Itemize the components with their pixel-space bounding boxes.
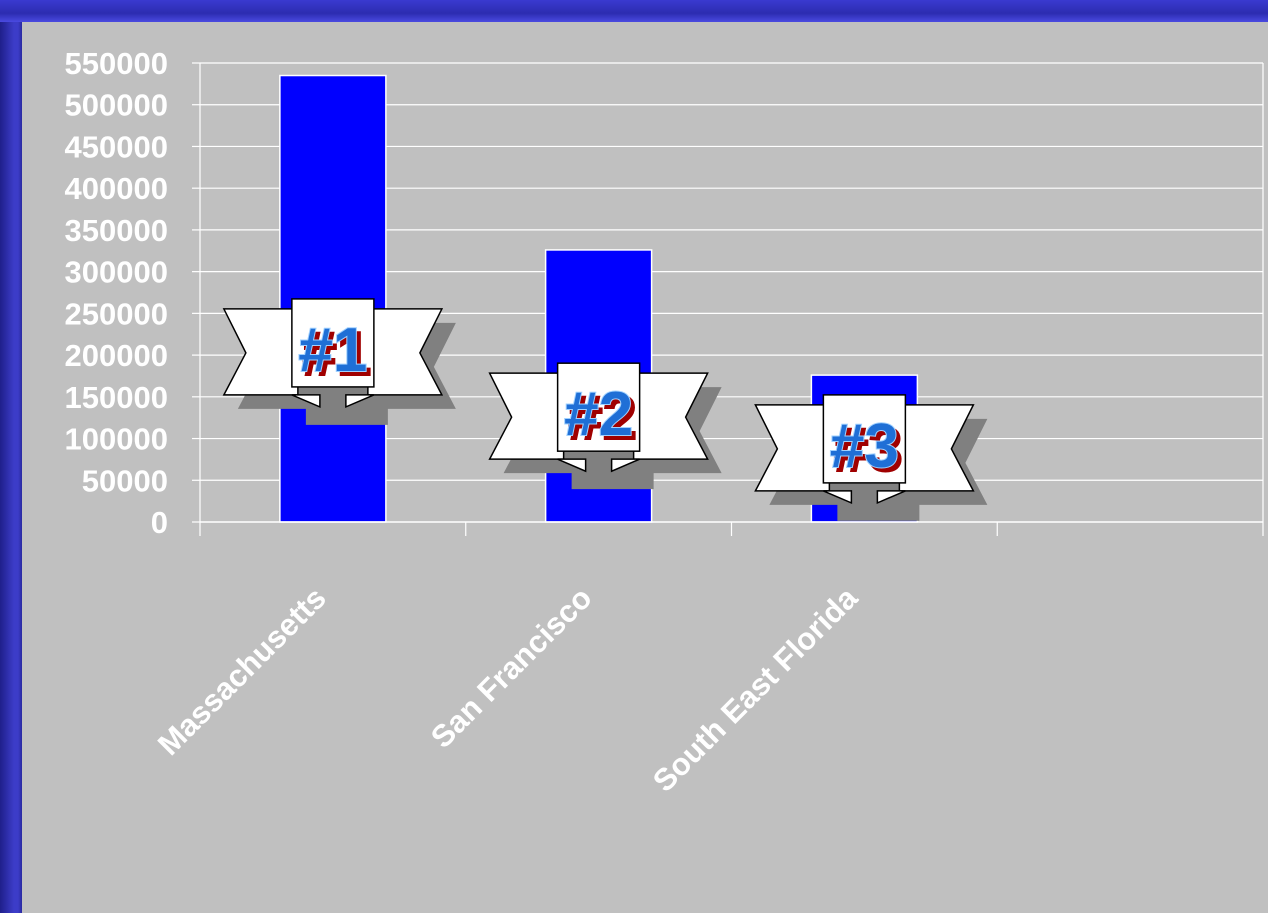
x-axis xyxy=(199,521,1264,536)
banner-fold-right xyxy=(610,458,640,473)
y-tick-label: 100000 xyxy=(65,422,168,457)
y-tick-label: 500000 xyxy=(65,88,168,123)
banner-left-tail xyxy=(754,404,831,492)
rank-banner-1: #1#1 xyxy=(222,298,456,425)
rank-banner-2: #2#2 xyxy=(488,362,722,490)
banner-fold-left xyxy=(291,394,321,409)
rank-banners: #1#1 #2#2 #3#3 xyxy=(222,298,988,521)
banner-fold-right xyxy=(345,394,375,409)
x-tick-label: Massachusetts xyxy=(151,580,333,762)
y-tick-label: 300000 xyxy=(65,255,168,290)
y-tick-label: 0 xyxy=(151,505,168,540)
rank-label-shadow: #1 xyxy=(302,320,371,389)
rank-label: #2 xyxy=(564,380,633,449)
banner-fold-right xyxy=(876,490,906,505)
banner-left-tail xyxy=(222,308,299,396)
banner-left-tail xyxy=(488,372,565,460)
x-tick-label: San Francisco xyxy=(424,580,599,755)
banner-center xyxy=(291,298,375,388)
rank-label-shadow: #3 xyxy=(834,416,903,485)
rank-label: #1 xyxy=(298,316,367,385)
title-bar xyxy=(0,0,1268,22)
x-axis-labels: Massachusetts San Francisco South East Flo… xyxy=(151,580,865,799)
banner-center xyxy=(556,362,641,452)
y-tick-label: 550000 xyxy=(65,46,168,81)
y-tick-label: 350000 xyxy=(65,213,168,248)
rank-banner-3: #3#3 xyxy=(754,394,988,521)
banner-center xyxy=(822,394,907,484)
y-tick-label: 150000 xyxy=(65,380,168,415)
y-tick-label: 50000 xyxy=(82,463,168,498)
y-axis-ticks: 0 50000 100000 150000 200000 250000 300000 3500… xyxy=(65,46,201,540)
y-tick-label: 250000 xyxy=(65,296,168,331)
banner-fold-left xyxy=(823,490,853,505)
rank-label: #3 xyxy=(830,412,899,481)
y-tick-label: 200000 xyxy=(65,338,168,373)
rank-label-shadow: #2 xyxy=(568,384,637,453)
y-tick-label: 450000 xyxy=(65,129,168,164)
y-tick-label: 400000 xyxy=(65,171,168,206)
x-tick-label: South East Florida xyxy=(646,580,865,799)
banner-fold-left xyxy=(557,458,587,473)
